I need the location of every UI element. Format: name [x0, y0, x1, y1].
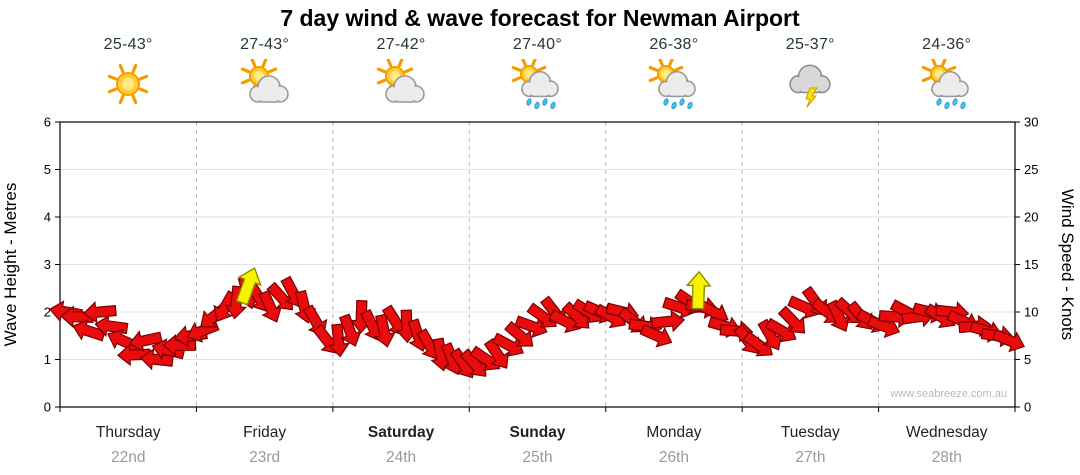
day-forecast-column: 25-43° [60, 36, 196, 109]
day-date-label: 23rd [249, 449, 280, 466]
left-axis-title: Wave Height - Metres [1, 183, 20, 347]
right-tick-label: 15 [1024, 257, 1038, 272]
wind-wave-chart: 0 1 2 3 4 5 6 0 5 10 15 20 25 30 Wave Height - Metres W… [1, 115, 1077, 467]
wind-arrow [764, 317, 797, 343]
watermark: www.seabreeze.com.au [889, 388, 1007, 400]
wind-arrow [373, 313, 396, 348]
right-tick-label: 30 [1024, 115, 1038, 130]
wind-arrow [991, 329, 1026, 353]
right-tick-label: 10 [1024, 305, 1038, 320]
wind-arrow [491, 332, 525, 357]
wind-arrow-strong-yellow [685, 270, 712, 310]
left-tick-label: 3 [44, 257, 51, 272]
wind-arrow [777, 305, 806, 334]
forecast-row: 25-43° 27-43° 27-42° 27-40° 26-38° 25-37… [60, 36, 1015, 109]
day-forecast-column: 27-43° [196, 36, 332, 109]
left-tick-label: 6 [44, 115, 51, 130]
day-temperature: 27-42° [376, 36, 426, 53]
day-temperature: 26-38° [649, 36, 699, 53]
day-temperature: 25-37° [785, 36, 835, 53]
day-name-label: Monday [646, 424, 701, 441]
storm-icon [783, 59, 837, 109]
day-temperature: 27-40° [512, 36, 563, 53]
wind-arrow [514, 315, 548, 339]
wind-arrow [651, 309, 686, 333]
wind-arrow [327, 323, 351, 358]
day-date-label: 26th [659, 449, 689, 466]
day-name-label: Wednesday [906, 424, 988, 441]
sun-cloud-rain-icon [920, 59, 974, 109]
sunny-icon [101, 59, 155, 109]
left-tick-label: 1 [44, 352, 51, 367]
sun-cloud-rain-icon [510, 59, 564, 109]
wind-arrow [82, 301, 117, 324]
day-temperature: 25-43° [103, 36, 153, 53]
day-name-label: Thursday [96, 424, 161, 441]
day-date-label: 25th [522, 449, 552, 466]
day-forecast-column: 26-38° [606, 36, 742, 109]
wind-arrow [459, 348, 487, 377]
right-tick-label: 25 [1024, 162, 1038, 177]
day-date-label: 27th [795, 449, 825, 466]
wind-arrow [483, 337, 509, 369]
sun-cloud-icon [238, 59, 292, 109]
day-name-label: Friday [243, 424, 286, 441]
day-name-label: Sunday [510, 424, 566, 441]
day-forecast-column: 27-40° [469, 36, 605, 109]
left-tick-label: 5 [44, 162, 51, 177]
right-tick-label: 20 [1024, 210, 1038, 225]
day-forecast-column: 24-36° [879, 36, 1015, 109]
wind-arrow [826, 299, 851, 333]
left-tick-label: 2 [44, 305, 51, 320]
day-forecast-column: 27-42° [333, 36, 469, 109]
right-axis-title: Wind Speed - Knots [1058, 189, 1077, 340]
wind-arrow [266, 281, 294, 311]
right-tick-label: 0 [1024, 400, 1031, 415]
page-title: 7 day wind & wave forecast for Newman Ai… [280, 5, 800, 31]
day-date-label: 22nd [111, 449, 145, 466]
day-temperature: 24-36° [922, 36, 972, 53]
chart-area: 0 1 2 3 4 5 6 0 5 10 15 20 25 30 Wave Height - Metres W… [0, 110, 1080, 475]
day-date-label: 28th [932, 449, 962, 466]
wind-arrow [338, 313, 362, 347]
wind-arrow-strong-yellow [235, 267, 262, 306]
wind-arrow [128, 330, 163, 353]
left-tick-label: 0 [44, 400, 51, 415]
day-name-label: Tuesday [781, 424, 840, 441]
day-temperature: 27-43° [240, 36, 290, 53]
wind-arrow [757, 318, 783, 351]
wind-arrow [504, 320, 534, 347]
wind-arrow [258, 289, 282, 323]
day-forecast-column: 25-37° [742, 36, 878, 109]
day-name-label: Saturday [368, 424, 435, 441]
sun-cloud-icon [374, 59, 428, 109]
right-tick-label: 5 [1024, 352, 1031, 367]
left-tick-label: 4 [44, 210, 51, 225]
sun-cloud-rain-icon [647, 59, 701, 109]
day-date-label: 24th [386, 449, 416, 466]
wind-arrow [639, 323, 673, 348]
